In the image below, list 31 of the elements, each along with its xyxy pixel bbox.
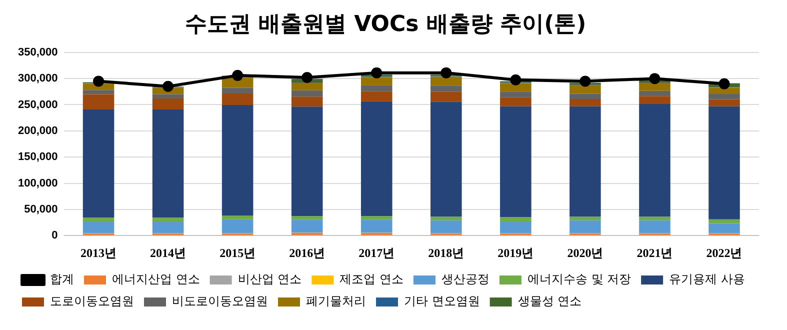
legend-label: 도로이동오염원 [50,294,134,308]
legend-label: 합계 [50,272,74,286]
legend-label: 유기용제 사용 [669,272,745,286]
x-tick-label: 2018년 [428,246,464,260]
legend-label: 폐기물처리 [306,294,366,308]
y-tick-label: 350,000 [18,46,58,58]
legend-label: 생산공정 [441,272,490,286]
x-tick-label: 2017년 [358,246,395,260]
y-tick-label: 100,000 [18,177,58,190]
x-tick-label: 2013년 [80,246,117,260]
x-tick-label: 2019년 [498,246,534,260]
x-tick-label: 2022년 [706,246,742,260]
x-tick-label: 2016년 [289,246,326,260]
y-tick-label: 50,000 [24,203,58,216]
y-tick-label: 150,000 [18,151,58,164]
y-tick-label: 0 [52,230,58,242]
legend-label: 생물성 연소 [518,294,582,308]
legend-label: 제조업 연소 [340,272,404,286]
legend-label: 비도로이동오염원 [172,294,268,308]
x-tick-label: 2021년 [636,246,673,260]
y-tick-label: 200,000 [18,124,58,137]
y-tick-label: 300,000 [18,72,58,85]
legend-label: 기타 면오염원 [404,294,480,308]
y-tick-label: 250,000 [18,98,58,111]
legend-label: 에너지수송 및 저장 [527,272,632,286]
x-tick-label: 2020년 [567,246,604,260]
legend-label: 에너지산업 연소 [112,272,200,286]
x-tick-label: 2014년 [150,246,186,260]
legend-label: 비산업 연소 [238,272,302,286]
x-tick-label: 2015년 [220,246,256,260]
chart-title: 수도권 배출원별 VOCs 배출량 추이(톤) [184,12,586,37]
